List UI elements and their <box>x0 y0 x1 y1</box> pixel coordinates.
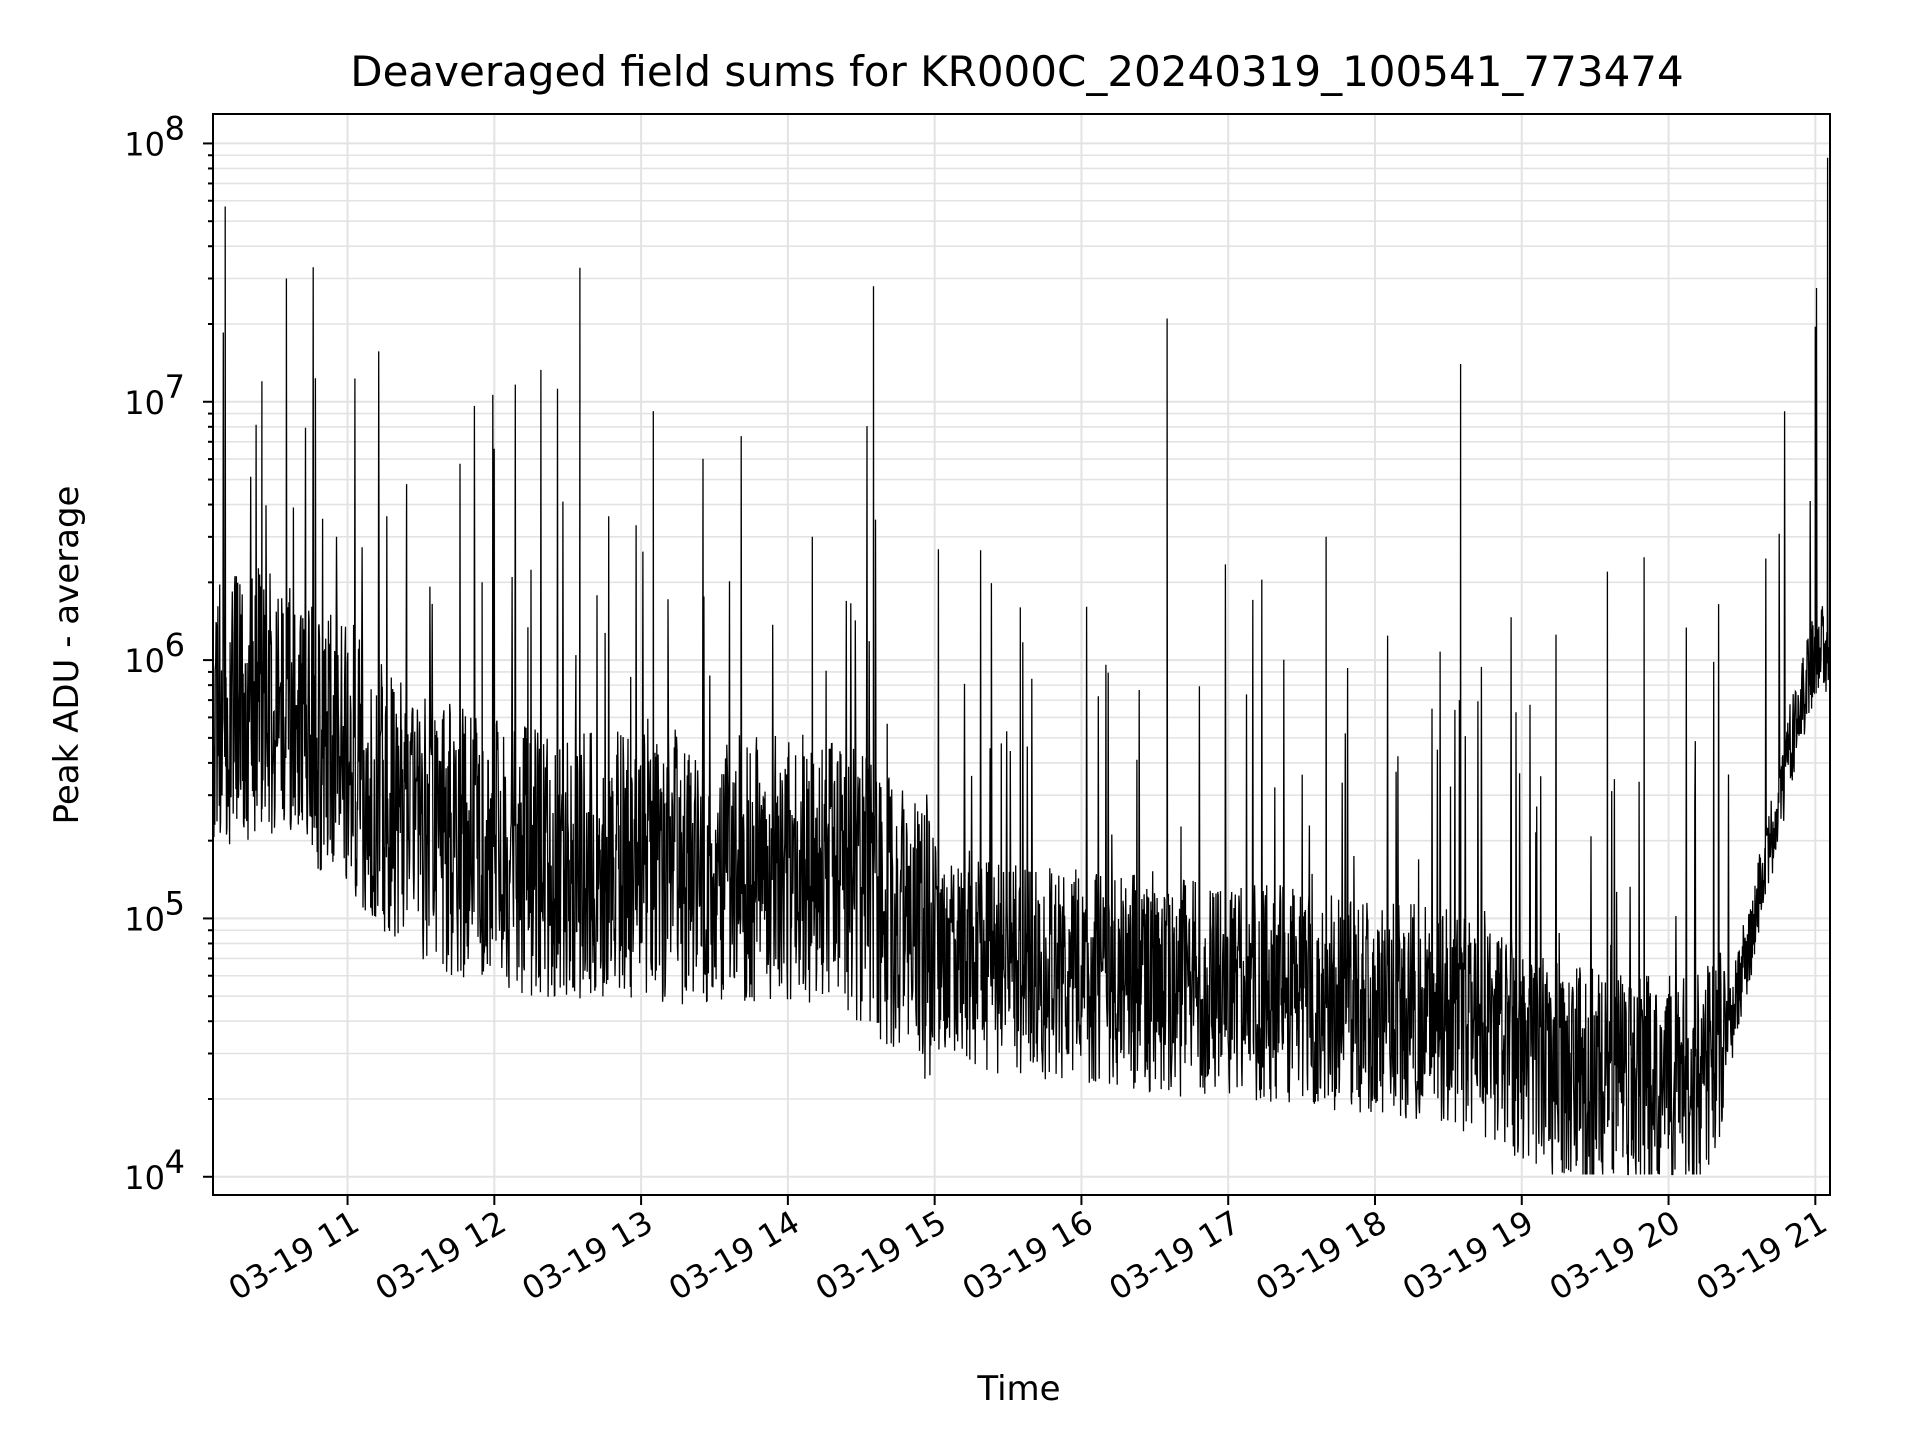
y-tick-exponent: 4 <box>165 1143 185 1181</box>
y-tick-label: 10 <box>124 1159 165 1197</box>
x-tick-label: 03-19 17 <box>1103 1203 1247 1308</box>
y-tick-exponent: 7 <box>165 368 185 406</box>
x-tick-label: 03-19 14 <box>662 1203 806 1308</box>
y-tick-label: 10 <box>124 384 165 422</box>
plot-area <box>212 157 1831 1176</box>
x-tick-label: 03-19 19 <box>1396 1203 1540 1308</box>
y-axis-label: Peak ADU - average <box>47 486 87 825</box>
x-tick-label: 03-19 21 <box>1690 1203 1834 1308</box>
y-tick-exponent: 6 <box>165 626 185 664</box>
x-axis-label: Time <box>976 1369 1060 1409</box>
series-line <box>212 157 1831 1176</box>
x-tick-label: 03-19 18 <box>1249 1203 1393 1308</box>
x-tick-label: 03-19 15 <box>809 1203 953 1308</box>
x-tick-label: 03-19 20 <box>1543 1203 1687 1308</box>
y-tick-label: 10 <box>124 900 165 938</box>
plot-frame <box>212 113 1831 1196</box>
y-tick-exponent: 5 <box>165 884 185 922</box>
y-tick-exponent: 8 <box>165 109 185 147</box>
x-tick-label: 03-19 12 <box>369 1203 513 1308</box>
x-tick-label: 03-19 13 <box>516 1203 660 1308</box>
chart-title: Deaveraged field sums for KR000C_2024031… <box>350 47 1684 96</box>
x-tick-label: 03-19 11 <box>222 1203 366 1308</box>
x-tick-label: 03-19 16 <box>956 1203 1100 1308</box>
y-tick-label: 10 <box>124 642 165 680</box>
x-axis: 03-19 11 03-19 12 03-19 13 03-19 14 03-19 15… <box>222 1195 1833 1308</box>
y-tick-label: 10 <box>124 125 165 163</box>
